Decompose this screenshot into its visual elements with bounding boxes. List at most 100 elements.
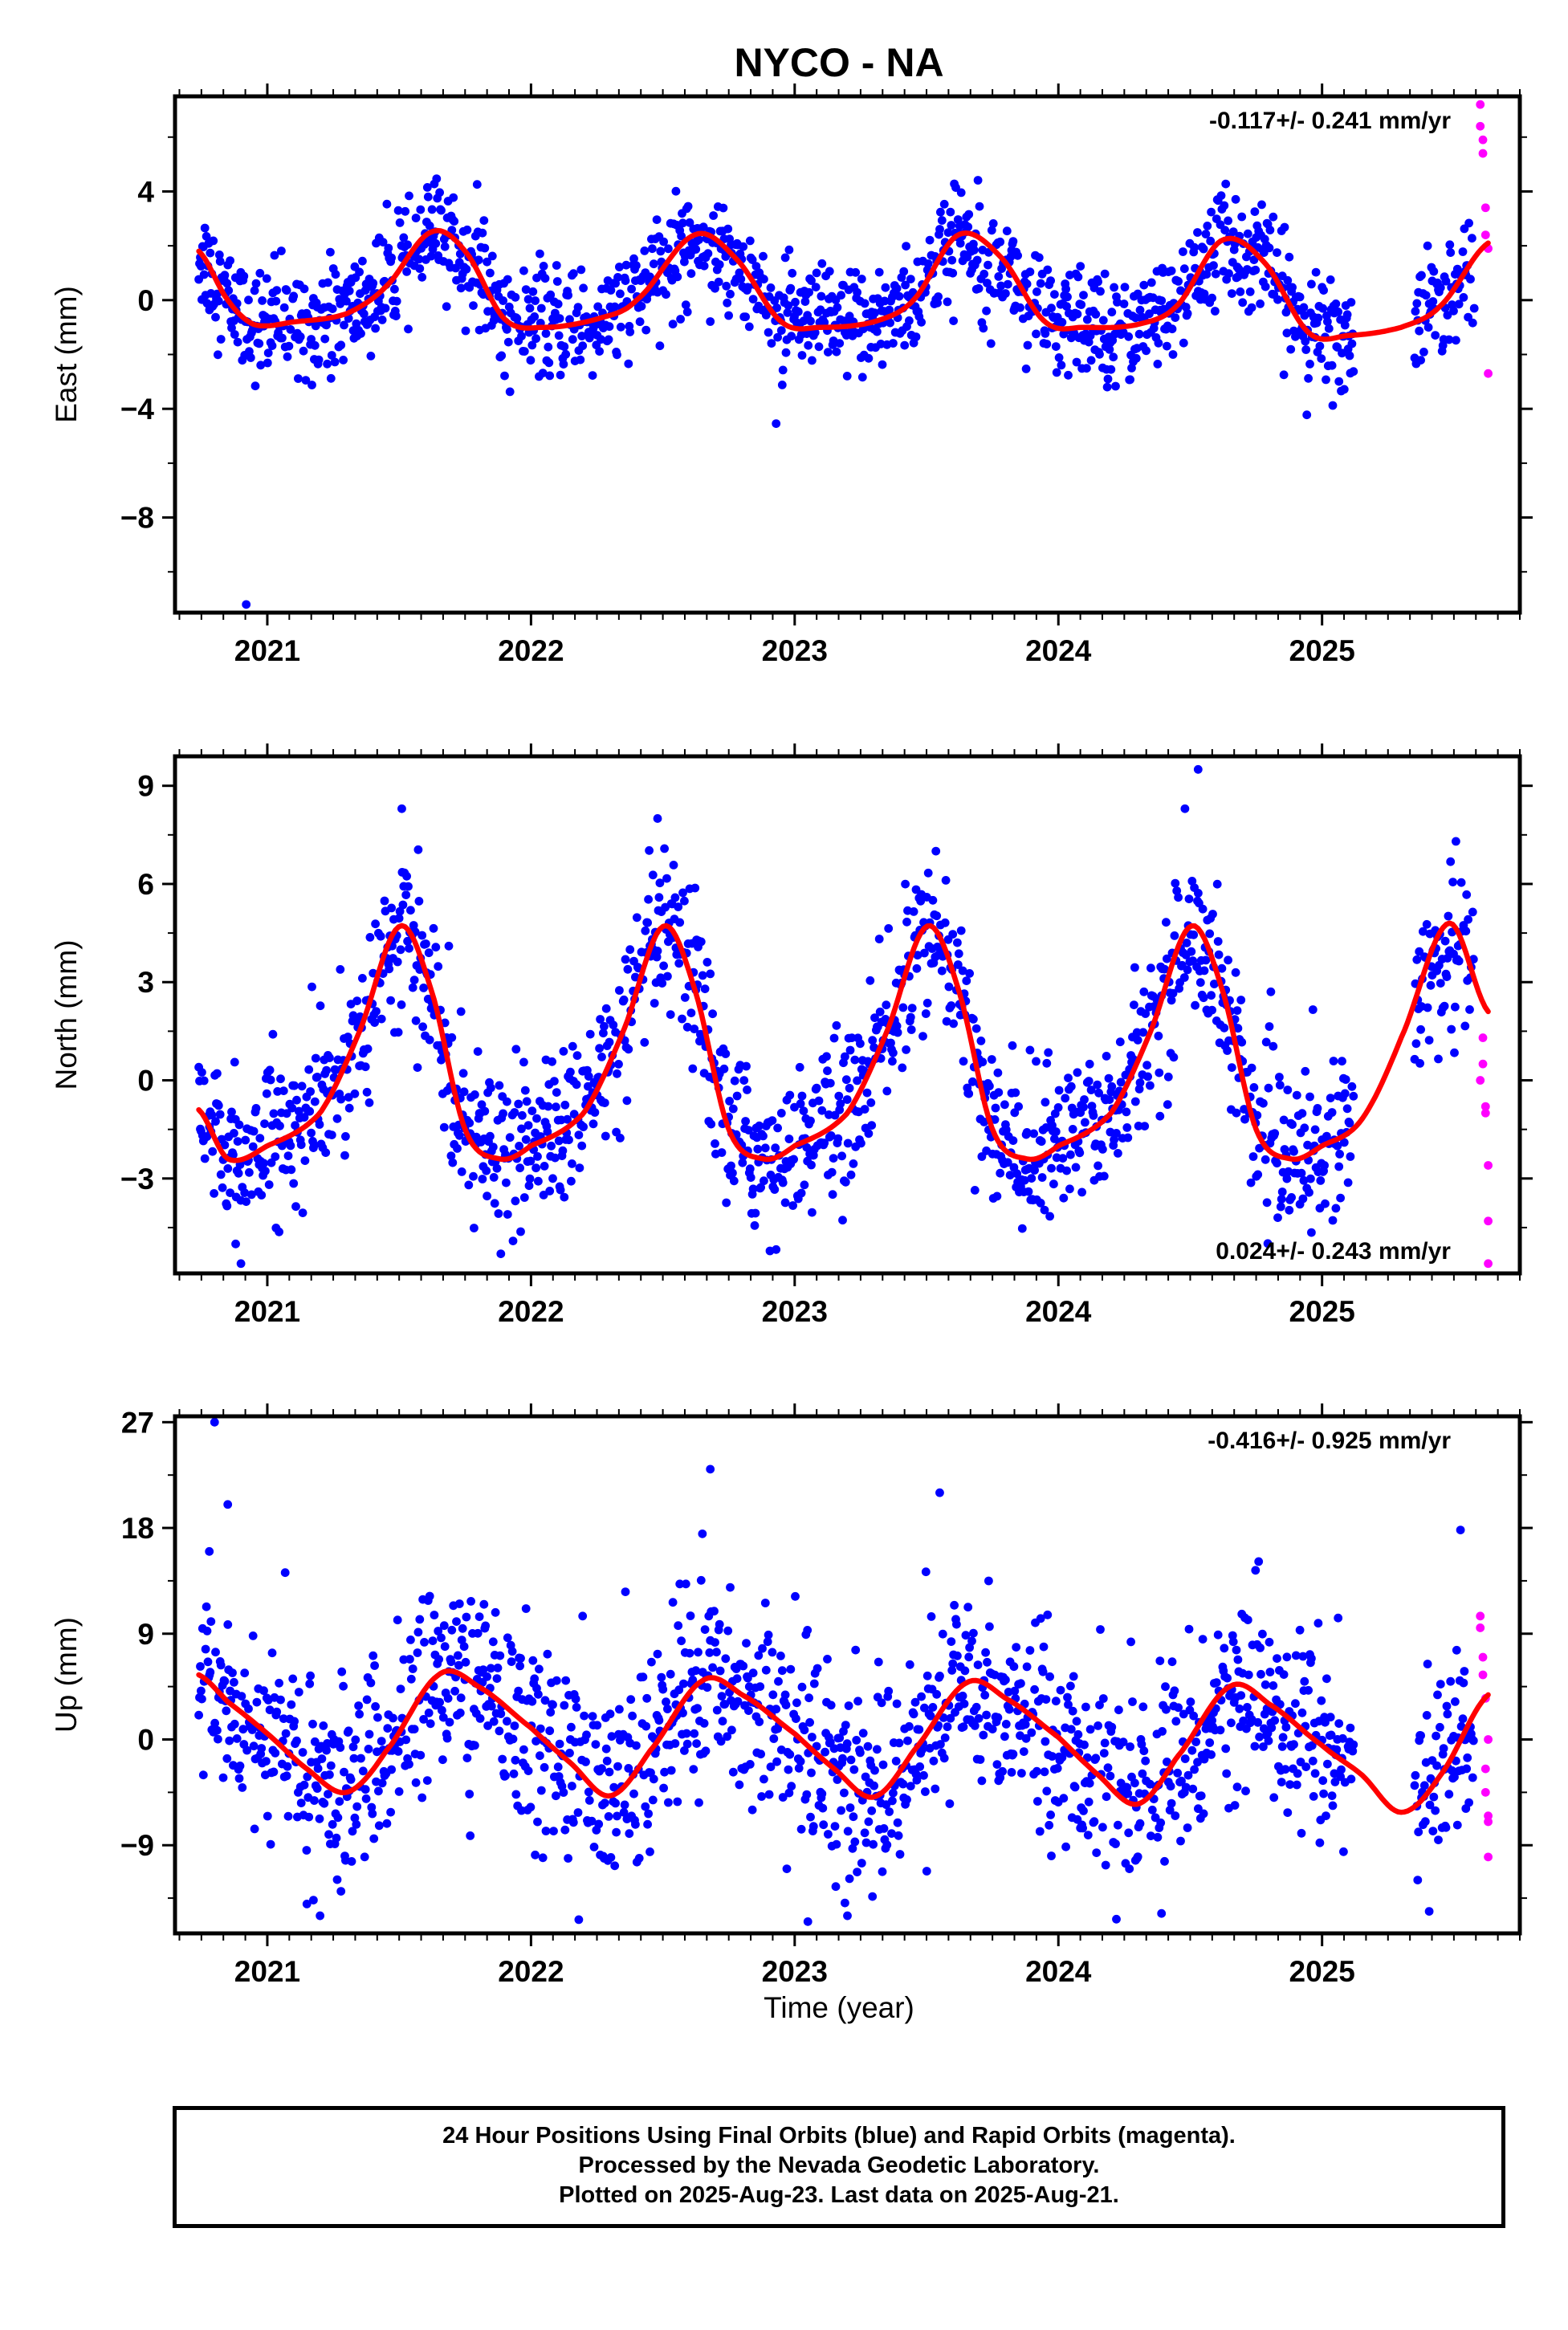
final-point (559, 1047, 568, 1056)
final-point (1084, 1797, 1094, 1807)
final-point (326, 373, 336, 383)
outlier-point (1193, 764, 1203, 774)
final-point (574, 1130, 584, 1139)
final-point (1310, 1125, 1320, 1134)
final-point (352, 996, 362, 1005)
final-point (758, 1644, 767, 1653)
final-point (686, 269, 696, 279)
final-point (1443, 954, 1452, 963)
final-point (572, 1051, 582, 1061)
final-point (396, 1684, 405, 1694)
final-point (835, 339, 845, 348)
final-point (547, 1141, 556, 1151)
final-point (503, 1097, 511, 1106)
final-point (344, 286, 354, 295)
final-point (344, 1103, 354, 1113)
final-point (1306, 1174, 1315, 1183)
final-point (1094, 277, 1102, 287)
final-point (1042, 340, 1052, 348)
final-point (1008, 237, 1018, 246)
final-point (1269, 1793, 1279, 1802)
final-point (1199, 993, 1208, 1003)
final-point (611, 1798, 620, 1808)
final-point (747, 255, 757, 264)
final-point (363, 1044, 373, 1053)
final-point (936, 1740, 945, 1749)
final-point (696, 937, 706, 947)
final-point (673, 272, 682, 282)
final-point (1181, 1782, 1191, 1792)
final-point (1110, 283, 1118, 292)
final-point (367, 1802, 377, 1812)
final-point (1345, 351, 1354, 360)
final-point (262, 274, 271, 283)
final-point (909, 1709, 918, 1719)
final-point (548, 1174, 557, 1183)
final-point (1436, 1680, 1445, 1689)
final-point (519, 1057, 528, 1067)
final-point (1412, 299, 1422, 308)
final-point (1423, 241, 1432, 251)
final-point (1250, 1741, 1260, 1751)
final-point (430, 1611, 439, 1619)
final-point (553, 299, 563, 309)
final-point (1208, 1005, 1216, 1015)
final-point (723, 224, 733, 234)
final-point (1414, 1827, 1423, 1837)
final-point (1337, 1765, 1346, 1774)
final-point (214, 296, 223, 306)
final-point (366, 352, 376, 360)
final-point (511, 1196, 520, 1206)
final-point (842, 1095, 852, 1104)
final-point (838, 1216, 847, 1225)
final-point (393, 1615, 402, 1625)
final-point (1342, 1104, 1352, 1114)
final-point (837, 1151, 846, 1161)
final-point (698, 222, 708, 232)
x-tick-label: 2025 (1289, 1295, 1355, 1328)
final-point (965, 1643, 974, 1652)
final-point (780, 1198, 790, 1208)
final-point (786, 283, 796, 293)
final-point (290, 1717, 299, 1726)
final-point (518, 1110, 527, 1120)
final-point (1105, 1095, 1114, 1104)
final-point (619, 1807, 629, 1817)
final-point (479, 1665, 488, 1675)
final-point (250, 381, 260, 391)
final-point (689, 1765, 698, 1774)
final-point (796, 1824, 806, 1834)
final-point (417, 272, 427, 282)
final-point (638, 1672, 648, 1682)
final-point (240, 1668, 250, 1678)
final-point (292, 1736, 301, 1745)
final-point (1062, 302, 1071, 312)
final-point (637, 302, 646, 311)
final-point (892, 1699, 902, 1709)
rapid-orbit-points (1476, 1611, 1493, 1862)
x-tick-label: 2024 (1025, 1295, 1092, 1328)
final-point (309, 1896, 318, 1905)
final-point (760, 1176, 768, 1186)
final-point (211, 1648, 220, 1657)
final-point (322, 1745, 331, 1755)
final-point (703, 249, 713, 259)
final-point (621, 955, 630, 964)
final-point (1139, 987, 1149, 996)
final-point (505, 1133, 515, 1143)
final-point (882, 1840, 892, 1850)
final-point (492, 1674, 502, 1684)
final-point (516, 1227, 525, 1236)
final-point (1346, 1152, 1355, 1161)
final-point (736, 275, 746, 283)
final-point (1456, 878, 1466, 887)
final-point (1037, 1173, 1047, 1182)
final-point (1209, 261, 1218, 270)
final-point (531, 1850, 540, 1860)
final-point (360, 1785, 370, 1794)
final-point (1411, 1039, 1421, 1049)
final-point (483, 257, 491, 267)
final-point (823, 1655, 832, 1664)
final-point (507, 1647, 517, 1656)
final-point (457, 1635, 466, 1644)
